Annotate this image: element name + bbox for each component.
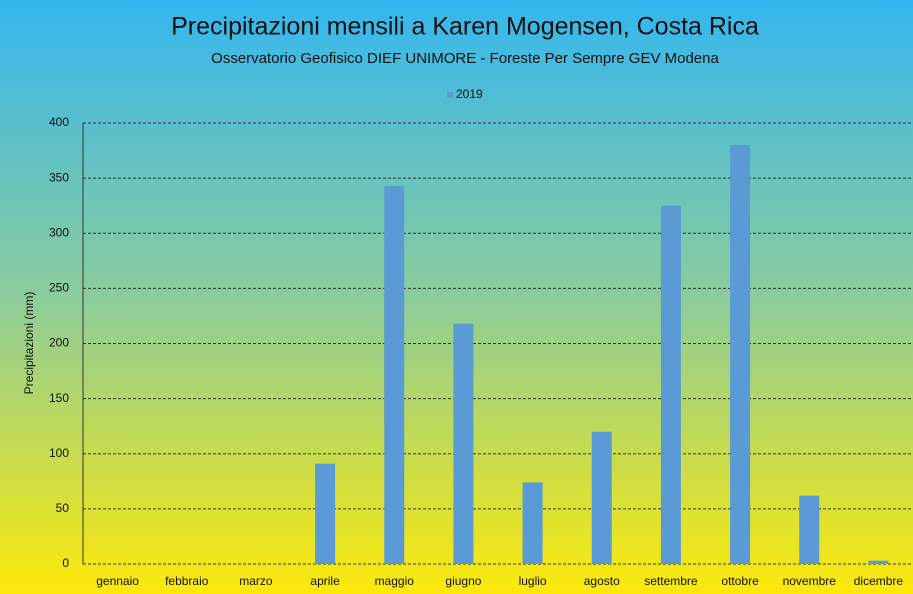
chart-subtitle: Osservatorio Geofisico DIEF UNIMORE - Fo… bbox=[211, 50, 719, 67]
x-tick-label: agosto bbox=[584, 574, 620, 588]
y-tick-label: 300 bbox=[49, 225, 69, 239]
x-tick-label: ottobre bbox=[721, 574, 759, 588]
bar bbox=[522, 482, 543, 564]
y-axis-label: Precipitazioni (mm) bbox=[22, 292, 36, 395]
x-tick-label: marzo bbox=[239, 574, 273, 588]
x-tick-label: maggio bbox=[375, 574, 415, 588]
chart-title: Precipitazioni mensili a Karen Mogensen,… bbox=[171, 13, 759, 41]
legend-label: 2019 bbox=[456, 87, 483, 101]
x-tick-label: febbraio bbox=[165, 574, 209, 588]
y-tick-label: 200 bbox=[49, 336, 69, 350]
y-tick-label: 350 bbox=[49, 170, 69, 184]
bar bbox=[591, 431, 612, 564]
x-tick-label: aprile bbox=[310, 574, 340, 588]
x-tick-label: settembre bbox=[644, 574, 698, 588]
y-tick-label: 0 bbox=[62, 556, 69, 570]
y-tick-label: 250 bbox=[49, 281, 69, 295]
x-tick-label: dicembre bbox=[854, 574, 904, 588]
bar bbox=[453, 323, 474, 564]
x-tick-label: giugno bbox=[445, 574, 481, 588]
y-tick-label: 400 bbox=[49, 115, 69, 129]
x-tick-label: novembre bbox=[783, 574, 837, 588]
y-tick-label: 150 bbox=[49, 391, 69, 405]
bar bbox=[868, 560, 889, 564]
bar bbox=[384, 185, 405, 564]
x-tick-label: luglio bbox=[519, 574, 547, 588]
legend-swatch bbox=[447, 92, 453, 98]
y-tick-label: 100 bbox=[49, 446, 69, 460]
bar bbox=[730, 145, 751, 565]
bar bbox=[660, 205, 681, 564]
x-tick-label: gennaio bbox=[96, 574, 139, 588]
bar bbox=[799, 495, 820, 564]
bar bbox=[315, 463, 336, 564]
y-tick-label: 50 bbox=[56, 501, 70, 515]
